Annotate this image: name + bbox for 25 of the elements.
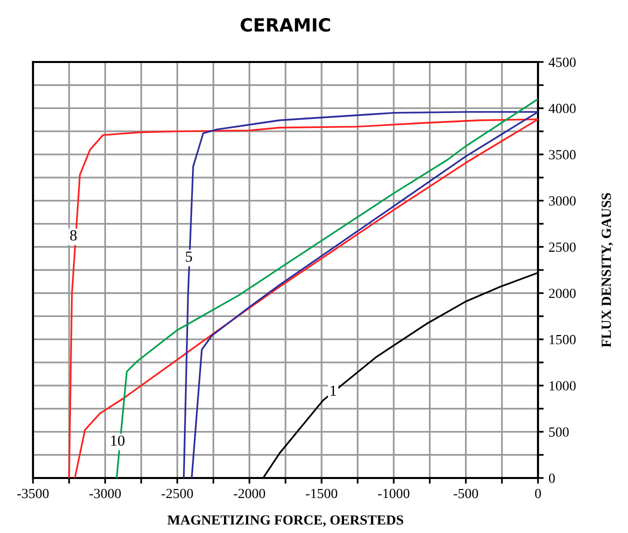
y-tick-label: 2000 [549,288,576,298]
annotation: 1 [330,386,336,396]
chart-title: CERAMIC [240,18,330,32]
y-tick-label: 500 [549,427,569,437]
annotation: 5 [186,252,192,262]
x-tick-label: -500 [454,488,478,498]
x-tick-label: -2500 [162,488,193,498]
y-tick-label: 1500 [550,334,576,344]
x-tick-label: -3500 [17,488,49,498]
annotation: 8 [70,230,77,241]
x-tick-label: 0 [535,488,541,498]
x-tick-label: -3000 [89,488,121,498]
x-tick-label: -1500 [306,488,338,498]
x-tick-label: -1000 [378,488,410,498]
x-tick-label: -2000 [234,488,266,498]
y-tick-label: 0 [548,474,555,483]
y-tick-label: 1000 [550,381,576,391]
y-axis-title: FLUX DENSITY, GAUSS [602,193,613,348]
annotation: 10 [111,435,124,446]
x-axis-title: MAGNETIZING FORCE, OERSTEDS [167,515,404,527]
y-tick-label: 3500 [549,150,576,160]
y-tick-label: 4000 [548,104,576,114]
y-tick-label: 2500 [549,242,576,252]
y-tick-label: 3000 [549,196,576,206]
y-tick-label: 4500 [548,58,576,67]
